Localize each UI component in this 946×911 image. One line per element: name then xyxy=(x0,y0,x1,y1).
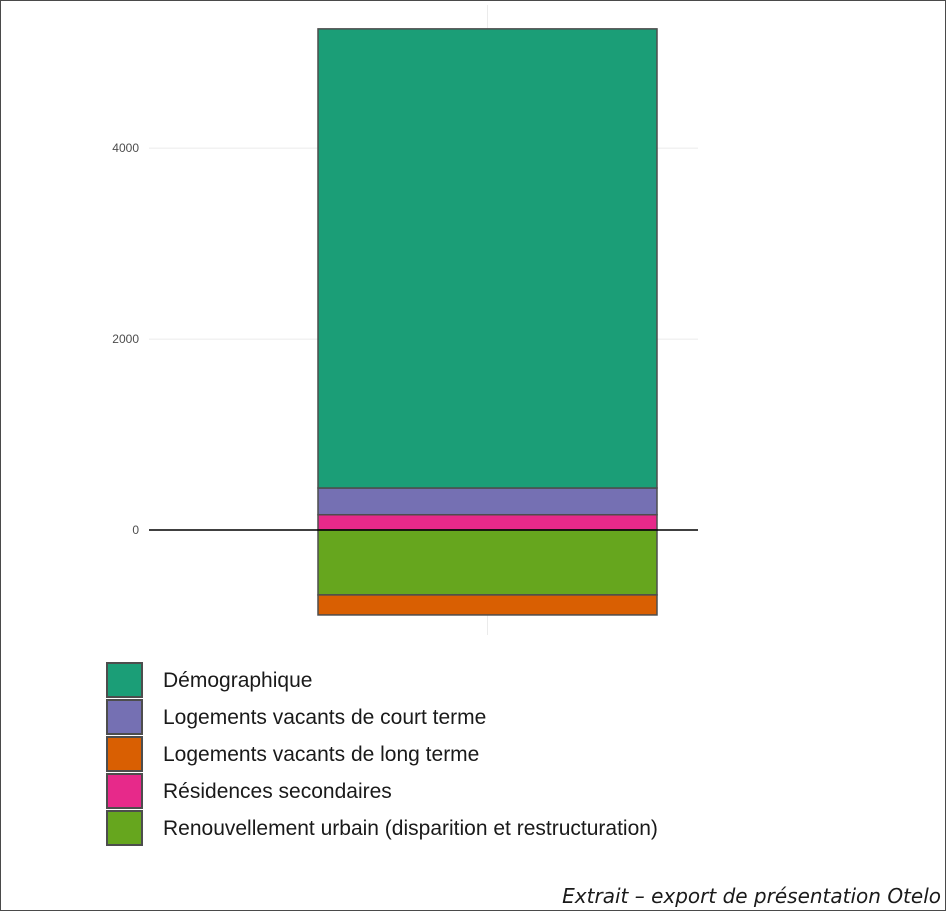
legend-key xyxy=(106,810,143,846)
legend-label: Résidences secondaires xyxy=(163,780,392,803)
legend: Démographique Logements vacants de court … xyxy=(106,662,658,846)
legend-label: Logements vacants de court terme xyxy=(163,706,486,729)
caption: Extrait – export de présentation Otelo xyxy=(562,884,941,908)
y-tick-label: 2000 xyxy=(112,332,139,346)
legend-label: Renouvellement urbain (disparition et re… xyxy=(163,817,658,840)
legend-label: Logements vacants de long terme xyxy=(163,743,479,766)
bar-segment xyxy=(317,487,658,516)
bar-segment xyxy=(317,529,658,596)
legend-key xyxy=(106,699,143,735)
legend-label: Démographique xyxy=(163,669,312,692)
bars-layer xyxy=(317,28,658,616)
y-tick-label: 0 xyxy=(132,523,139,537)
legend-key xyxy=(106,736,143,772)
axis-layer: 0 2000 4000 xyxy=(112,141,698,537)
bar-segment xyxy=(317,28,658,489)
legend-key xyxy=(106,662,143,698)
y-tick-label: 4000 xyxy=(112,141,139,155)
legend-key xyxy=(106,773,143,809)
bar-segment xyxy=(317,513,658,531)
bar-segment xyxy=(317,594,658,616)
